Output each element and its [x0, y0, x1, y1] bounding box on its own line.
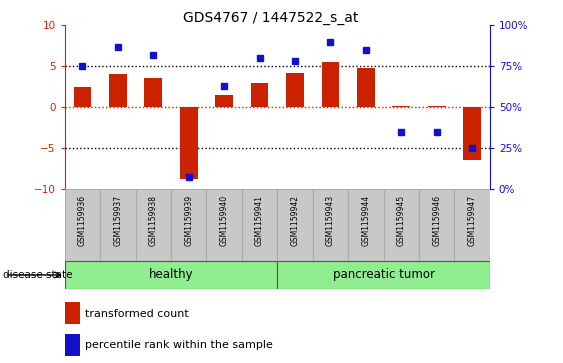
Bar [65, 334, 79, 356]
Bar [65, 189, 100, 261]
Bar [383, 189, 419, 261]
Bar [278, 189, 312, 261]
Bar [74, 87, 91, 107]
Bar [100, 189, 136, 261]
Bar [428, 106, 445, 107]
Bar [65, 261, 278, 289]
Bar [65, 302, 79, 325]
Text: GSM1159941: GSM1159941 [255, 195, 264, 245]
Text: pancreatic tumor: pancreatic tumor [333, 269, 435, 281]
Text: disease state: disease state [3, 270, 72, 280]
Text: GSM1159942: GSM1159942 [291, 195, 300, 245]
Bar [348, 189, 383, 261]
Bar [357, 68, 375, 107]
Bar [145, 78, 162, 107]
Text: healthy: healthy [149, 269, 193, 281]
Bar [278, 261, 490, 289]
Text: GSM1159947: GSM1159947 [468, 195, 477, 246]
Text: GSM1159940: GSM1159940 [220, 195, 229, 246]
Text: GSM1159936: GSM1159936 [78, 195, 87, 246]
Bar [463, 107, 481, 160]
Bar [286, 73, 304, 107]
Bar [321, 62, 339, 107]
Bar [454, 189, 490, 261]
Text: GSM1159939: GSM1159939 [184, 195, 193, 246]
Bar [251, 82, 269, 107]
Text: GSM1159946: GSM1159946 [432, 195, 441, 246]
Text: GSM1159938: GSM1159938 [149, 195, 158, 245]
Bar [312, 189, 348, 261]
Bar [242, 189, 277, 261]
Text: GSM1159945: GSM1159945 [397, 195, 406, 246]
Text: GSM1159937: GSM1159937 [113, 195, 122, 246]
Text: percentile rank within the sample: percentile rank within the sample [85, 340, 273, 350]
Bar [180, 107, 198, 179]
Bar [207, 189, 242, 261]
Text: transformed count: transformed count [85, 309, 189, 319]
Text: GSM1159943: GSM1159943 [326, 195, 335, 246]
Bar [392, 106, 410, 107]
Bar [419, 189, 454, 261]
Text: GDS4767 / 1447522_s_at: GDS4767 / 1447522_s_at [182, 11, 358, 25]
Text: GSM1159944: GSM1159944 [361, 195, 370, 246]
Bar [136, 189, 171, 261]
Bar [109, 74, 127, 107]
Bar [215, 95, 233, 107]
Bar [171, 189, 207, 261]
